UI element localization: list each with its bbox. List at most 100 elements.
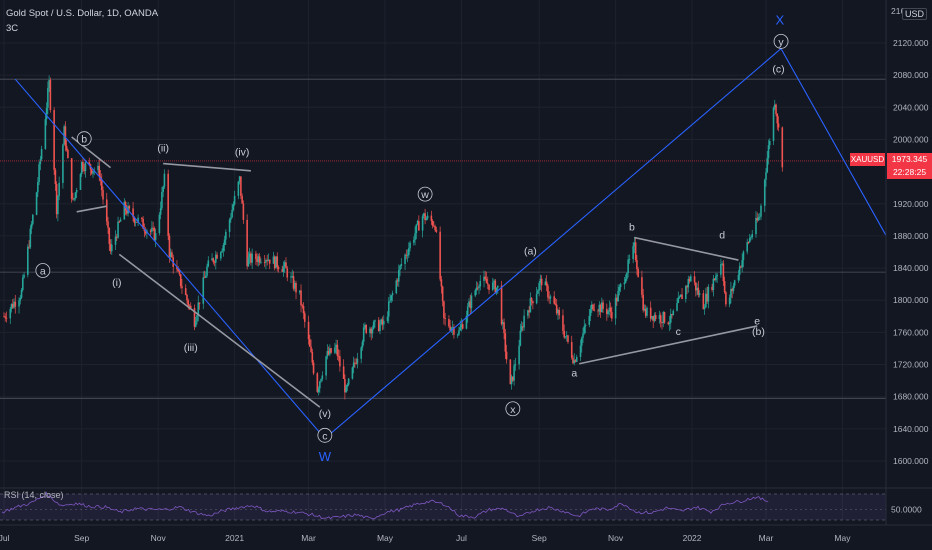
candle-body xyxy=(134,221,137,223)
candle-body xyxy=(267,259,270,261)
candle-body xyxy=(616,297,618,302)
candle-body xyxy=(100,180,103,191)
wave-label: (i) xyxy=(112,277,121,289)
candle-body xyxy=(115,236,118,238)
price-axis[interactable]: 2160.002120.0002080.0002040.0002000.0001… xyxy=(885,0,929,525)
candle-body xyxy=(232,204,235,210)
candle-body xyxy=(538,283,540,291)
candle-body xyxy=(684,286,687,300)
candle-body xyxy=(456,334,459,336)
wave-label: (c) xyxy=(772,64,784,76)
wave-label: X xyxy=(775,13,784,28)
candle-body xyxy=(196,315,198,322)
candle-body xyxy=(242,203,245,220)
candle-body xyxy=(418,221,420,231)
wave-label: (ii) xyxy=(157,143,169,155)
candle-body xyxy=(159,208,162,215)
symbol-tag: XAUUSD xyxy=(850,153,885,166)
candle-body xyxy=(763,179,766,206)
candle-body xyxy=(400,263,403,266)
candle-body xyxy=(92,171,94,174)
candle-body xyxy=(312,362,315,374)
candle-body xyxy=(668,322,671,325)
candle-body xyxy=(137,217,139,223)
candle-body xyxy=(372,321,375,329)
candle-body xyxy=(327,351,330,355)
candle-body xyxy=(686,286,688,288)
candle-body xyxy=(381,319,384,325)
wave-label: b xyxy=(629,221,635,233)
candle-body xyxy=(90,169,93,174)
candle-body xyxy=(597,310,599,312)
candle-body xyxy=(450,328,453,331)
candle-body xyxy=(458,330,460,335)
candle-body xyxy=(58,182,60,196)
candle-body xyxy=(153,228,156,241)
candle-body xyxy=(250,253,252,263)
wave-lines[interactable] xyxy=(14,47,887,440)
candle-body xyxy=(555,304,558,314)
candle-body xyxy=(260,262,262,263)
candle-body xyxy=(721,263,723,265)
candle-body xyxy=(302,306,305,314)
candle-body xyxy=(40,148,43,160)
candle-body xyxy=(440,279,443,287)
candle-body xyxy=(108,227,111,244)
candle-body xyxy=(98,165,101,177)
candle-body xyxy=(194,321,197,327)
time-tick-label: Sep xyxy=(532,533,547,543)
candle-body xyxy=(518,345,520,365)
candle-body xyxy=(781,127,784,168)
candle-body xyxy=(395,280,398,294)
candle-body xyxy=(189,305,192,309)
candle-body xyxy=(246,219,248,267)
candle-body xyxy=(424,213,426,221)
candle-body xyxy=(163,173,166,187)
candle-body xyxy=(62,144,64,183)
candle-body xyxy=(187,300,190,306)
candle-body xyxy=(285,262,287,269)
rsi-label: RSI (14, close) xyxy=(4,490,64,500)
candle-body xyxy=(733,280,736,286)
candle-body xyxy=(757,217,760,221)
time-axis[interactable]: Jul Sep Nov 2021 Mar May Jul Sep Nov 2022 Mar May xyxy=(0,524,932,543)
candle-body xyxy=(738,266,741,275)
candle-body xyxy=(84,162,87,172)
candle-body xyxy=(79,173,82,191)
candle-body xyxy=(690,276,692,282)
candle-body xyxy=(386,316,389,321)
candle-body xyxy=(579,345,582,358)
candle-body xyxy=(608,307,611,311)
candle-body xyxy=(748,238,751,243)
candle-body xyxy=(19,297,22,301)
price-tick-label: 1760.000 xyxy=(893,327,929,337)
candle-body xyxy=(222,245,225,251)
candle-body xyxy=(198,302,201,304)
candle-body xyxy=(478,286,480,289)
trend-line xyxy=(634,236,739,261)
rsi-line xyxy=(1,491,769,520)
candle-body xyxy=(413,239,415,243)
candle-body xyxy=(491,282,494,290)
candle-body xyxy=(248,253,251,258)
candle-body xyxy=(204,275,207,278)
candle-body xyxy=(360,347,362,359)
candle-body xyxy=(651,316,653,319)
candle-body xyxy=(247,257,250,267)
candle-body xyxy=(619,284,622,287)
candle-body xyxy=(377,320,380,331)
candle-body xyxy=(634,242,637,261)
candle-body xyxy=(75,190,78,193)
candle-body xyxy=(154,233,157,241)
candle-body xyxy=(151,227,153,232)
candle-body xyxy=(176,266,178,270)
candle-body xyxy=(469,301,472,309)
currency-button[interactable]: USD xyxy=(902,8,928,20)
wave-label: (iv) xyxy=(235,147,250,159)
candle-body xyxy=(20,289,23,298)
candle-body xyxy=(380,319,383,325)
candle-body xyxy=(23,274,25,278)
candle-body xyxy=(186,294,188,301)
candle-body xyxy=(352,362,355,368)
